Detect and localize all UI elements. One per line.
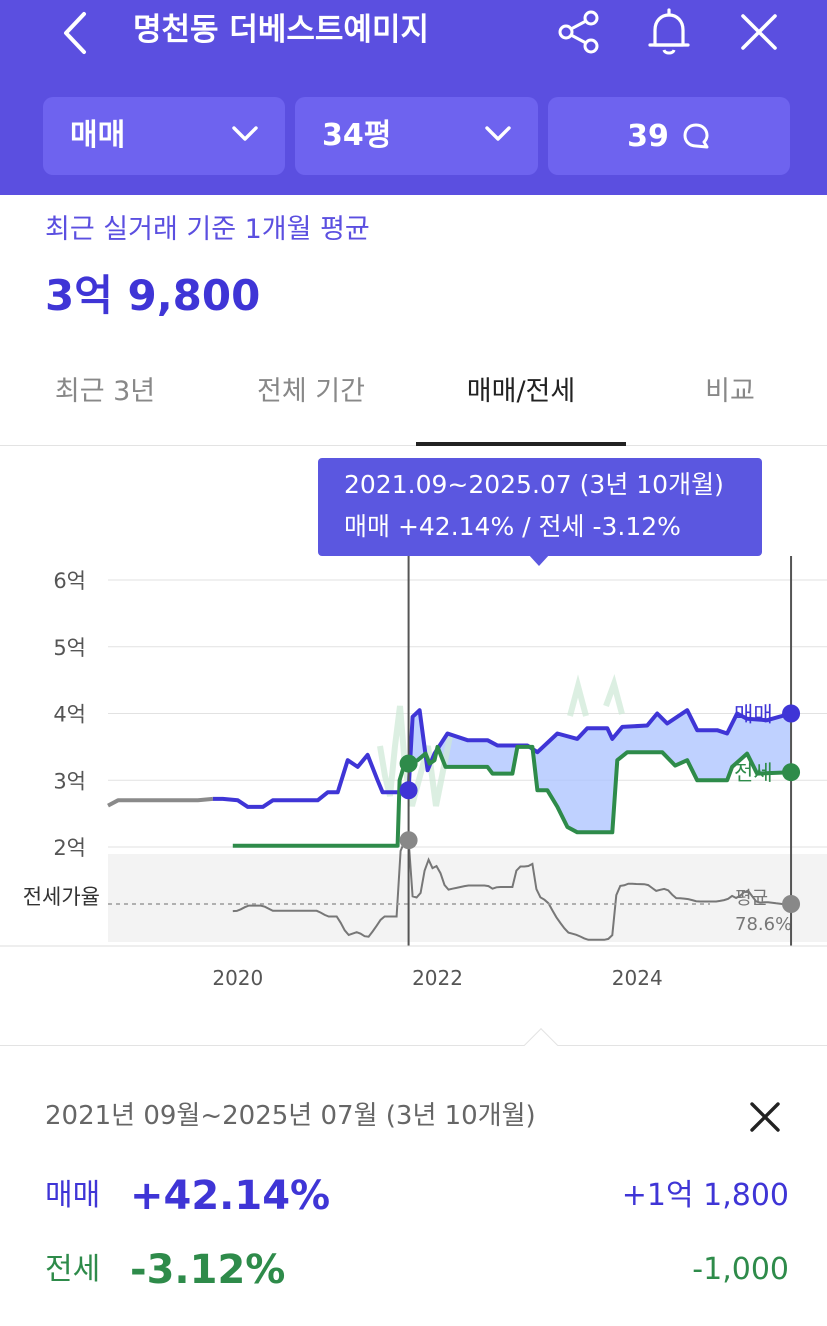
x-tick-label: 2020 [212, 966, 263, 990]
y-tick-label: 2억 [53, 836, 86, 860]
series-label-rent: 전세 [734, 761, 773, 785]
deal-type-value: 매매 [70, 118, 126, 153]
trade-line [212, 708, 792, 809]
comments-count: 39 [627, 118, 669, 154]
page-title: 명천동 더베스트예미지 [133, 12, 429, 48]
y-tick-label: 6억 [53, 569, 86, 593]
close-button[interactable] [733, 6, 785, 58]
trade-start-point [399, 781, 418, 800]
summary-price: 3억 9,800 [45, 271, 261, 320]
top-app-bar: 명천동 더베스트예미지 매매 34평 [0, 0, 827, 195]
ratio-end-point [782, 895, 801, 913]
tab-compare[interactable]: 비교 [705, 376, 755, 407]
spread-area [408, 710, 791, 833]
trade-line-prior [107, 796, 214, 808]
detail-close-button[interactable] [740, 1092, 790, 1142]
share-button[interactable] [553, 6, 605, 58]
range-tooltip: 2021.09~2025.07 (3년 10개월) 매매 +42.14% / 전… [318, 458, 762, 566]
range-detail-panel: 2021년 09월~2025년 07월 (3년 10개월) 매매 +42.14%… [0, 1028, 827, 1326]
comment-icon [683, 123, 709, 149]
rent-start-point [399, 754, 418, 773]
comments-button[interactable]: 39 [548, 97, 790, 175]
trade-label: 매매 [45, 1178, 101, 1213]
tab-active-indicator [416, 442, 626, 446]
series-label-trade: 매매 [734, 703, 773, 727]
deal-type-select[interactable]: 매매 [43, 97, 285, 175]
chevron-left-icon [64, 12, 86, 54]
tab-all-period[interactable]: 전체 기간 [257, 376, 365, 407]
ratio-start-point [399, 831, 418, 850]
period-tabs: 최근 3년 전체 기간 매매/전세 비교 [0, 350, 827, 446]
rent-end-point [782, 763, 801, 782]
ratio-band [108, 854, 827, 942]
trade-change-amount: +1억 1,800 [621, 1178, 789, 1213]
y-tick-label: 4억 [53, 703, 86, 727]
tooltip-arrow [528, 554, 550, 566]
ratio-label: 전세가율 [23, 885, 100, 909]
rent-label: 전세 [45, 1252, 101, 1287]
tooltip-range: 2021.09~2025.07 (3년 10개월) [344, 470, 724, 499]
ratio-average-value: 78.6% [735, 914, 792, 935]
size-value: 34평 [322, 118, 392, 153]
size-select[interactable]: 34평 [295, 97, 538, 175]
close-icon [741, 14, 777, 50]
summary-label: 최근 실거래 기준 1개월 평균 [45, 214, 370, 245]
panel-notch [524, 1028, 558, 1062]
x-tick-label: 2024 [612, 966, 663, 990]
ratio-average-label: 평균 [735, 888, 768, 909]
trade-change-pct: +42.14% [130, 1173, 331, 1219]
y-tick-label: 3억 [53, 769, 86, 793]
ratio-line [232, 838, 789, 941]
tab-recent-3y[interactable]: 최근 3년 [54, 376, 156, 407]
share-icon [558, 10, 599, 54]
rent-change-pct: -3.12% [130, 1247, 286, 1293]
x-tick-label: 2022 [412, 966, 463, 990]
tab-trade-rent[interactable]: 매매/전세 [466, 376, 576, 407]
back-button[interactable] [50, 10, 100, 56]
alarm-button[interactable] [643, 6, 695, 58]
chevron-down-icon [485, 126, 511, 141]
detail-range: 2021년 09월~2025년 07월 (3년 10개월) [45, 1101, 536, 1131]
trade-shadow [567, 674, 625, 717]
rent-change-amount: -1,000 [692, 1252, 789, 1287]
y-tick-label: 5억 [53, 636, 86, 660]
trade-end-point [782, 704, 801, 723]
bell-icon [648, 8, 690, 55]
chevron-down-icon [232, 126, 258, 141]
close-icon [750, 1102, 780, 1132]
tooltip-change: 매매 +42.14% / 전세 -3.12% [344, 512, 681, 541]
